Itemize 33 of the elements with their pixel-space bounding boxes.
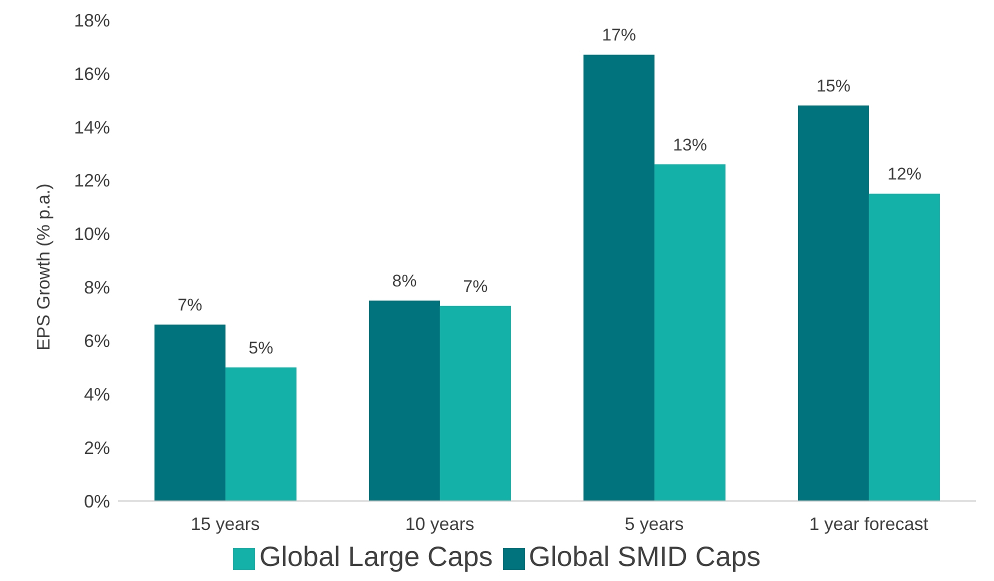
bar: [654, 164, 726, 501]
bar: [225, 367, 296, 501]
data-label: 7%: [463, 276, 488, 296]
x-tick-label: 10 years: [405, 514, 474, 534]
y-tick-label: 10%: [74, 224, 110, 244]
bar: [868, 194, 940, 501]
y-tick-label: 16%: [74, 64, 110, 84]
y-tick-label: 2%: [84, 438, 110, 458]
data-label: 15%: [816, 76, 850, 96]
data-label: 17%: [602, 26, 636, 45]
legend-label: Global Large Caps: [259, 541, 493, 572]
y-axis-title: EPS Growth (% p.a.): [33, 183, 54, 350]
x-tick-label: 5 years: [624, 514, 684, 534]
bar: [368, 300, 440, 501]
data-label: 13%: [672, 135, 707, 154]
x-tick-label: 15 years: [190, 514, 260, 534]
bar: [440, 306, 511, 501]
legend-label: Global SMID Caps: [528, 541, 761, 572]
data-label: 5%: [248, 338, 274, 358]
y-tick-label: 6%: [84, 331, 110, 352]
data-label: 12%: [887, 164, 922, 184]
y-tick-label: 14%: [74, 117, 110, 138]
x-tick-label: 1 year forecast: [809, 514, 928, 534]
bar: [154, 324, 226, 501]
y-tick-label: 8%: [84, 278, 110, 298]
bar: [583, 54, 654, 501]
data-label: 7%: [178, 296, 202, 315]
data-label: 8%: [392, 272, 417, 291]
y-tick-label: 12%: [74, 170, 110, 191]
y-tick-label: 18%: [74, 10, 110, 30]
y-tick-label: 0%: [84, 491, 110, 512]
y-tick-label: 4%: [84, 384, 110, 404]
bar: [798, 106, 869, 501]
